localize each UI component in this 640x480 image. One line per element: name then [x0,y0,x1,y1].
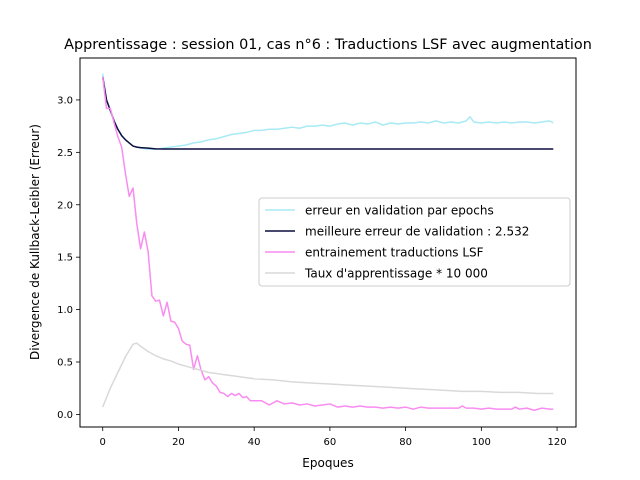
series-line-3 [102,342,554,408]
x-tick-label: 40 [248,437,261,448]
x-tick-label: 100 [472,437,491,448]
legend: erreur en validation par epochs meilleure… [258,197,571,287]
legend-box [258,197,571,287]
x-tick-label: 80 [399,437,412,448]
legend-label-2: entrainement traductions LSF [305,246,484,260]
y-axis: 0.0 0.5 1.0 1.5 2.0 2.5 3.0 [57,95,80,421]
y-tick-label: 2.5 [57,148,73,159]
legend-label-3: Taux d'apprentissage * 10 000 [304,267,488,281]
y-tick-label: 0.0 [57,410,73,421]
x-tick-label: 20 [172,437,185,448]
chart-title: Apprentissage : session 01, cas n°6 : Tr… [64,37,592,53]
x-tick-label: 60 [324,437,337,448]
series-line-0 [101,73,554,150]
series-line-1 [101,76,554,150]
x-axis: 0 20 40 60 80 100 120 [100,427,567,448]
plot-frame [79,57,577,428]
legend-label-0: erreur en validation par epochs [305,204,494,218]
y-tick-label: 3.0 [57,95,73,106]
y-tick-label: 2.0 [57,200,73,211]
x-tick-label: 0 [100,437,106,448]
series-layer [101,73,554,411]
series-line-2 [101,76,554,411]
y-tick-label: 1.5 [57,253,73,264]
y-axis-label: Divergence de Kullback-Leibler (Erreur) [28,124,42,360]
y-tick-label: 0.5 [57,358,73,369]
x-tick-label: 120 [548,437,567,448]
legend-label-1: meilleure erreur de validation : 2.532 [305,225,529,239]
x-axis-label: Epoques [302,456,353,470]
y-tick-label: 1.0 [57,305,73,316]
